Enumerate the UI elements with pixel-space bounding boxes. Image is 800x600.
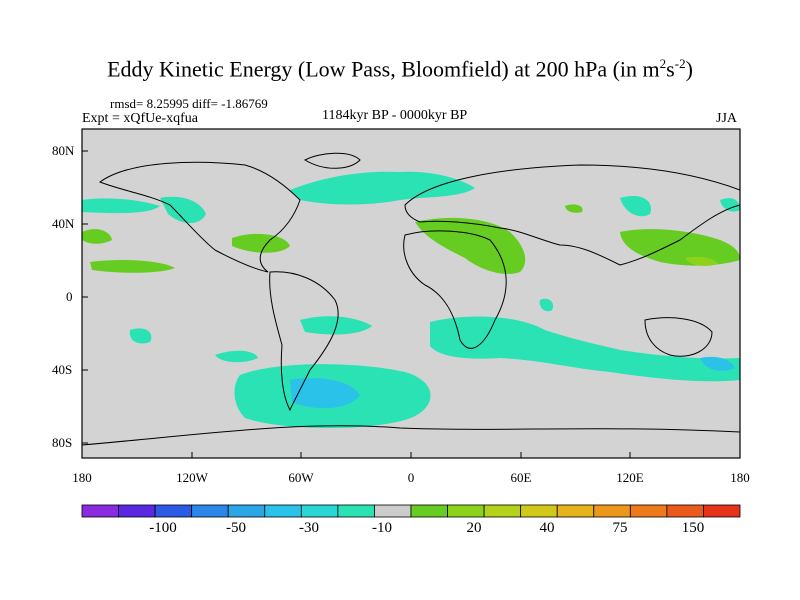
- colorbar-swatch: [337, 504, 375, 518]
- colorbar-swatch: [703, 504, 741, 518]
- period-label: 1184kyr BP - 0000kyr BP: [322, 108, 468, 123]
- x-tick-label: 0: [407, 470, 415, 485]
- colorbar-label: 75: [612, 520, 628, 536]
- colorbar-label: -10: [372, 520, 392, 536]
- contour-north-pacific-west: [82, 198, 160, 214]
- x-tick-label: 120E: [616, 470, 644, 485]
- contour-north-america: [232, 233, 290, 253]
- x-tick-label: 120W: [176, 470, 208, 485]
- colorbar-swatch: [374, 504, 412, 518]
- coastline-australia: [644, 317, 713, 357]
- y-tick-label: 40N: [52, 216, 75, 231]
- coastline-antarctica: [82, 425, 740, 446]
- contour-east-asia-north: [620, 195, 651, 217]
- contour-mediterranean: [415, 217, 526, 275]
- contour-southern-pacific-core: [290, 378, 360, 409]
- coastlines: [82, 152, 740, 446]
- season-label: JJA: [716, 111, 738, 126]
- colorbar-label: 40: [539, 520, 555, 536]
- experiment-label: Expt = xQfUe-xqfua: [82, 111, 198, 126]
- colorbar-swatch: [593, 504, 631, 518]
- colorbar-swatch: [227, 504, 266, 518]
- coastline-north-america: [98, 161, 301, 273]
- y-tick-label: 40S: [52, 362, 73, 377]
- colorbar: [81, 504, 741, 518]
- colorbar-swatch: [629, 504, 668, 518]
- contour-south-east-pacific: [215, 350, 258, 363]
- colorbar-swatch: [191, 504, 229, 518]
- colorbar-swatch: [520, 504, 558, 518]
- axis-ticks: [81, 150, 741, 458]
- x-tick-label: 60E: [510, 470, 532, 485]
- colorbar-swatch: [483, 504, 522, 518]
- contour-north-atlantic: [290, 171, 475, 205]
- contour-north-pacific-east: [720, 198, 740, 212]
- contour-north-pacific-green: [82, 229, 112, 244]
- colorbar-label: 150: [681, 520, 705, 536]
- colorbar-swatch: [410, 504, 448, 518]
- contour-south-indian: [430, 316, 740, 382]
- contour-east-asia-core: [685, 256, 718, 266]
- coastline-eurasia: [404, 164, 740, 266]
- stats-label: rmsd= 8.25995 diff= -1.86769: [110, 96, 268, 111]
- colorbar-label: -30: [299, 520, 319, 536]
- colorbar-swatch: [154, 504, 193, 518]
- colorbar-swatch: [556, 504, 595, 518]
- colorbar-swatch: [447, 504, 485, 518]
- x-tick-label: 180: [730, 470, 750, 485]
- colorbar-swatch: [264, 504, 302, 518]
- y-tick-label: 0: [66, 289, 73, 304]
- x-tick-label: 60W: [288, 470, 314, 485]
- coastline-south-america: [269, 271, 339, 412]
- contour-east-asia: [620, 229, 740, 266]
- chart-title: Eddy Kinetic Energy (Low Pass, Bloomfiel…: [107, 56, 693, 82]
- colorbar-swatch: [118, 504, 156, 518]
- colorbar-label: -50: [226, 520, 246, 536]
- contour-central-asia: [565, 204, 583, 213]
- coastline-africa: [403, 230, 507, 349]
- colorbar-swatch: [666, 504, 704, 518]
- contour-north-pacific: [160, 196, 206, 223]
- contour-south-east-indian-core: [700, 356, 735, 371]
- colorbar-label: -100: [149, 520, 177, 536]
- colorbar-swatch: [81, 504, 119, 518]
- contour-south-pacific-west: [129, 328, 152, 344]
- y-tick-label: 80N: [52, 143, 75, 158]
- y-tick-label: 80S: [52, 435, 73, 450]
- anomaly-contours: [82, 171, 740, 429]
- coastline-greenland: [303, 152, 361, 169]
- contour-tropical-pacific: [90, 260, 175, 273]
- x-tick-label: 180: [72, 470, 92, 485]
- colorbar-swatch: [300, 504, 339, 518]
- contour-indian-ocean-small: [539, 298, 554, 312]
- colorbar-label: 20: [466, 520, 482, 536]
